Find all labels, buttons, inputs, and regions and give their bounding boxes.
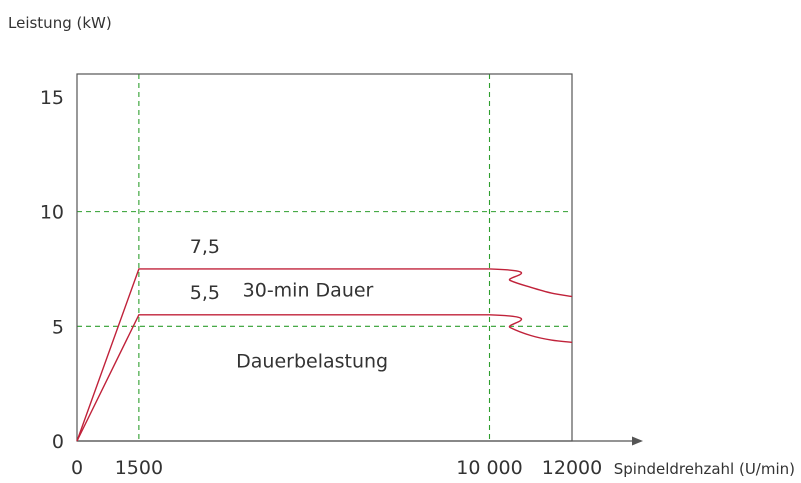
annotation-label: Dauerbelastung (236, 351, 388, 373)
annotations: 7,5 5,5 30-min Dauer Dauerbelastung (190, 236, 388, 373)
tick-labels: 0 1500 10 000 12000 0 5 10 15 (40, 87, 602, 479)
series-line-2 (76, 314, 573, 442)
y-tick-label: 5 (52, 316, 64, 338)
series (76, 268, 573, 442)
annotation-label: 5,5 (190, 282, 220, 304)
y-axis-label: Leistung (kW) (8, 14, 112, 32)
y-tick-label: 15 (40, 87, 64, 109)
axes (77, 436, 643, 446)
x-axis-label: Spindeldrehzahl (U/min) (614, 460, 795, 478)
plot-frame (76, 73, 573, 442)
y-tick-label: 10 (40, 202, 64, 224)
annotation-label: 7,5 (190, 236, 220, 258)
x-axis-arrow (632, 436, 643, 446)
series-line-1 (76, 268, 573, 442)
x-tick-label: 10 000 (456, 457, 522, 479)
annotation-label: 30-min Dauer (243, 279, 374, 301)
x-tick-label: 0 (71, 457, 83, 479)
x-tick-label: 12000 (542, 457, 602, 479)
y-tick-label: 0 (52, 431, 64, 453)
x-tick-label: 1500 (115, 457, 163, 479)
grid-lines (77, 74, 572, 441)
